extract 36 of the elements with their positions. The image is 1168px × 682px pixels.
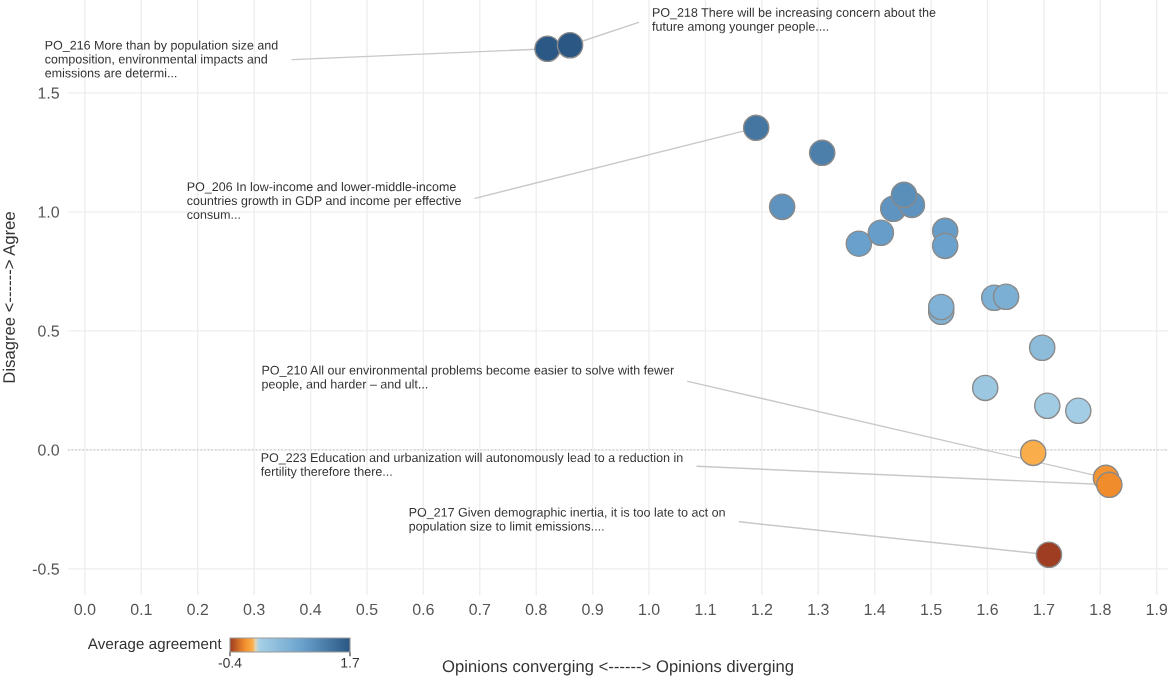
color-bar-title: Average agreement bbox=[87, 638, 222, 653]
x-tick-label: 1.9 bbox=[1146, 603, 1168, 616]
x-tick-label: 1.4 bbox=[864, 603, 886, 615]
y-tick-label: 0.5 bbox=[38, 325, 59, 337]
x-tick-label: 0.9 bbox=[582, 603, 603, 616]
y-axis-title: Disagree <------> Agree bbox=[2, 212, 19, 383]
x-tick-label: 1.3 bbox=[808, 603, 829, 616]
x-tick-label: 1.5 bbox=[921, 603, 942, 616]
x-tick-label: 1.8 bbox=[1090, 603, 1111, 616]
x-tick-label: 1.0 bbox=[639, 603, 660, 616]
x-tick-label: 1.2 bbox=[751, 603, 773, 615]
x-tick-label: 0.2 bbox=[187, 603, 209, 616]
annotation: PO_210 All our environmental problems become easier to solve with fewer people, and harder – and ult... bbox=[262, 365, 675, 391]
x-axis-title: Opinions converging <------> Opinions diverging bbox=[442, 659, 793, 676]
x-tick-label: 0.0 bbox=[74, 603, 96, 616]
x-tick-label: 0.6 bbox=[412, 603, 434, 616]
x-tick-label: 0.7 bbox=[469, 603, 491, 616]
x-tick-label: 1.7 bbox=[1034, 603, 1055, 615]
x-tick-label: 0.8 bbox=[525, 603, 547, 616]
x-tick-label: 1.6 bbox=[977, 603, 998, 616]
x-tick-label: 0.4 bbox=[300, 603, 322, 616]
color-bar-label: 1.7 bbox=[341, 658, 359, 668]
annotation: PO_218 There will be increasing concern about the future among younger people.... bbox=[652, 7, 936, 34]
x-tick-label: 1.1 bbox=[695, 603, 716, 615]
x-tick-label: 0.3 bbox=[243, 603, 265, 616]
y-tick-label: -0.5 bbox=[32, 563, 59, 575]
y-tick-label: 0.0 bbox=[38, 444, 60, 456]
annotation: PO_216 More than by population size and composition, environmental impacts and emissions are determi... bbox=[45, 40, 278, 78]
annotation: PO_206 In low-income and lower-middle-income countries growth in GDP and income per effective consum... bbox=[187, 181, 461, 219]
x-tick-label: 0.1 bbox=[130, 603, 152, 616]
color-bar-label: -0.4 bbox=[218, 657, 242, 668]
x-tick-label: 0.5 bbox=[356, 603, 378, 616]
annotation: PO_223 Education and urbanization will autonomously lead to a reduction in fertility therefore there... bbox=[260, 452, 683, 479]
y-tick-label: 1.5 bbox=[38, 87, 59, 99]
annotation: PO_217 Given demographic inertia, it is too late to act on population size to limit emissions.... bbox=[409, 507, 725, 534]
y-tick-label: 1.0 bbox=[38, 206, 60, 218]
